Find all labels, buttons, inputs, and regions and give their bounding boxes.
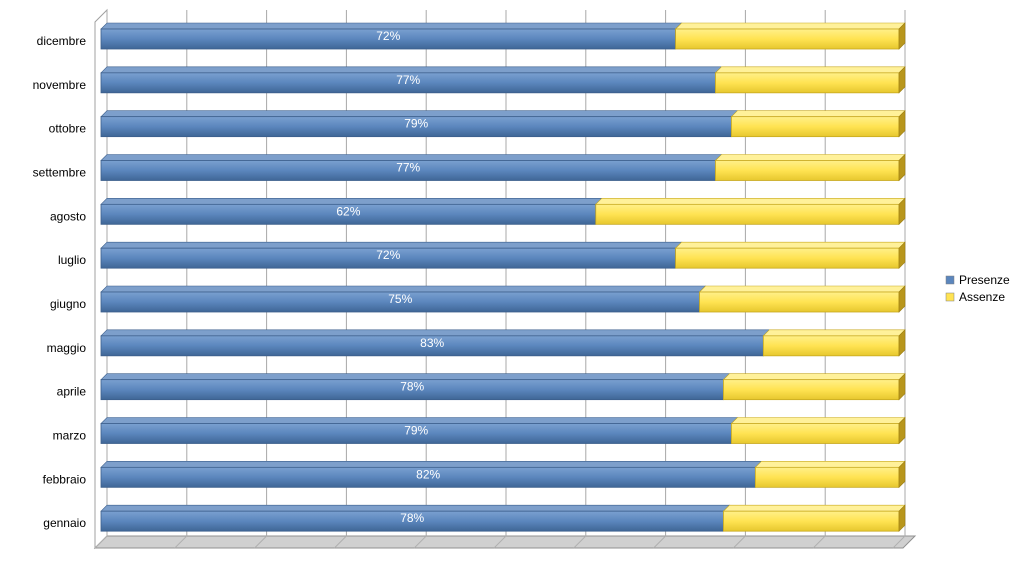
category-label: maggio — [47, 341, 87, 355]
floor-gridline — [413, 535, 427, 549]
bar-presenze — [100, 285, 707, 313]
bar-presenze — [100, 417, 739, 444]
data-label: 79% — [404, 117, 428, 131]
floor-gridline — [653, 535, 666, 549]
floor-gridline — [174, 535, 188, 549]
bar-presenze — [100, 110, 739, 138]
floor-gridline — [493, 535, 507, 549]
floor — [93, 535, 917, 549]
bar-assenze — [722, 504, 906, 532]
floor-gridline — [94, 535, 108, 549]
legend-label: Assenze — [959, 290, 1005, 304]
data-label: 78% — [400, 511, 424, 525]
bar-presenze — [100, 66, 723, 94]
bar-assenze — [722, 372, 906, 401]
data-label: 77% — [396, 161, 420, 175]
bar-presenze — [100, 241, 683, 269]
category-label: dicembre — [37, 34, 87, 48]
bar-assenze — [674, 22, 906, 50]
bar-assenze — [714, 153, 906, 182]
legend-item: Presenze — [945, 273, 1010, 287]
bars: 78% 82% 79% 78% 83% 75% 72% 62% 77% 79% 77% 72% — [100, 22, 906, 532]
floor-gridline — [573, 535, 587, 549]
floor-gridline — [812, 535, 826, 549]
category-label: ottobre — [49, 122, 87, 136]
bar-presenze — [100, 198, 603, 225]
data-label: 72% — [376, 248, 400, 262]
gridlines — [94, 10, 906, 549]
category-label: febbraio — [43, 472, 87, 486]
category-labels: gennaio febbraio marzo aprile maggio giugno lu… — [33, 34, 87, 530]
bar-assenze — [674, 241, 906, 269]
category-label: aprile — [57, 385, 87, 399]
bar-presenze — [100, 373, 731, 401]
data-label: 83% — [420, 336, 444, 350]
bar-assenze — [730, 109, 906, 138]
legend-label: Presenze — [959, 273, 1010, 287]
data-label: 75% — [388, 292, 412, 306]
bar-presenze — [100, 154, 723, 181]
data-label: 72% — [376, 29, 400, 43]
data-label: 82% — [416, 467, 440, 481]
bar-assenze — [730, 416, 906, 445]
floor-gridline — [254, 535, 267, 549]
data-label: 79% — [404, 424, 428, 438]
bar-presenze — [100, 329, 771, 357]
category-label: agosto — [50, 209, 86, 223]
category-label: luglio — [58, 253, 86, 267]
floor-gridline — [334, 535, 347, 549]
legend-swatch — [945, 292, 955, 302]
data-label: 78% — [400, 380, 424, 394]
bar-assenze — [714, 66, 906, 94]
category-label: novembre — [33, 78, 87, 92]
bar-assenze — [762, 329, 906, 357]
bar-assenze — [698, 285, 906, 313]
floor-gridline — [892, 535, 906, 549]
category-label: marzo — [53, 429, 87, 443]
data-label: 77% — [396, 73, 420, 87]
category-label: giugno — [50, 297, 86, 311]
category-label: settembre — [33, 166, 87, 180]
bar-assenze — [754, 460, 906, 489]
data-label: 62% — [336, 204, 360, 218]
bar-presenze — [100, 22, 683, 50]
legend: Presenze Assenze — [945, 273, 1010, 304]
legend-swatch — [945, 275, 955, 285]
category-label: gennaio — [43, 516, 86, 530]
bar-assenze — [595, 197, 906, 226]
floor-gridline — [733, 535, 746, 549]
legend-item: Assenze — [945, 290, 1005, 304]
